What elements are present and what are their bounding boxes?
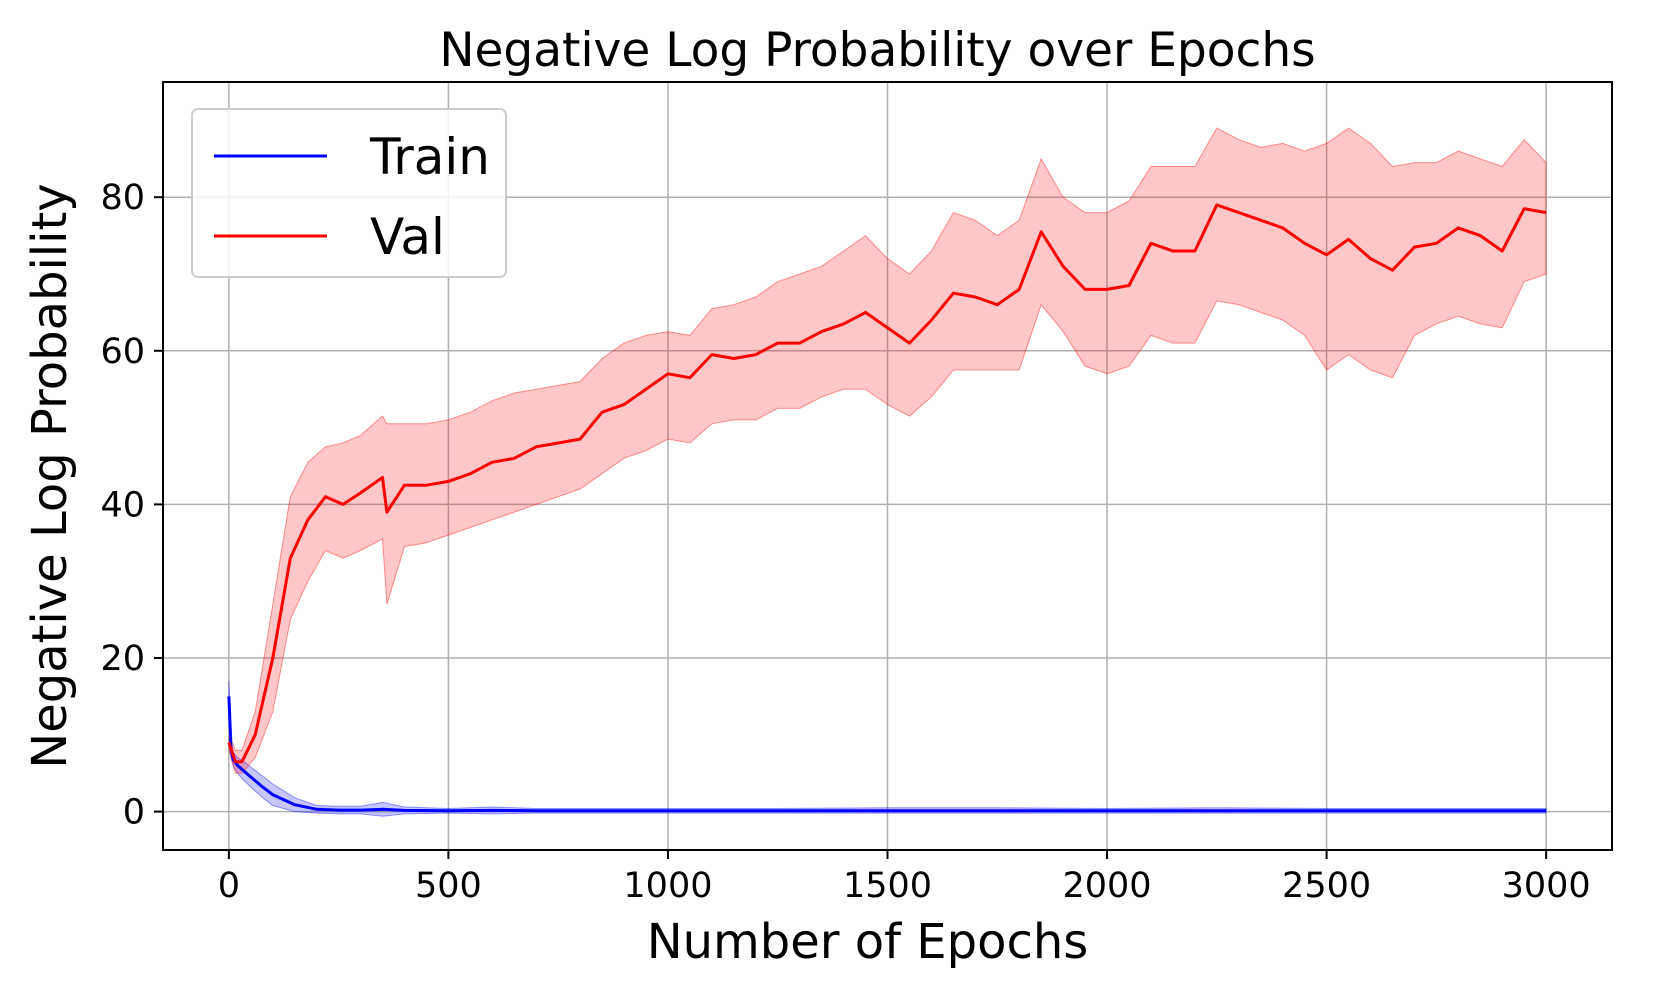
plot-series (227, 127, 1547, 817)
y-tick-label-2: 40 (100, 485, 145, 525)
x-axis-title: Number of Epochs (647, 914, 1089, 970)
val-confidence-band (228, 127, 1547, 774)
val-series-line (227, 203, 1547, 764)
axis-ticks: 0 500 1000 1500 2000 2500 3000 0 20 40 60 80 (100, 178, 1590, 906)
legend-label-val: Val (370, 208, 445, 266)
chart-title: Negative Log Probability over Epochs (439, 23, 1315, 78)
y-tick-label-4: 80 (100, 178, 145, 218)
x-tick-label-1: 500 (415, 866, 482, 906)
x-tick-label-5: 2500 (1282, 866, 1371, 906)
x-tick-label-2: 1000 (623, 866, 712, 906)
x-tick-label-4: 2000 (1063, 866, 1152, 906)
x-tick-label-3: 1500 (843, 866, 932, 906)
legend: Train Val (191, 108, 507, 278)
x-tick-label-6: 3000 (1502, 866, 1591, 906)
train-series-line (227, 696, 1547, 813)
y-axis-title: Negative Log Probability (22, 183, 78, 768)
legend-label-train: Train (369, 128, 490, 186)
train-confidence-band (228, 680, 1547, 817)
x-tick-label-0: 0 (218, 866, 240, 906)
y-tick-label-0: 0 (123, 793, 145, 833)
y-tick-label-1: 20 (100, 639, 145, 679)
y-tick-label-3: 60 (100, 332, 145, 372)
